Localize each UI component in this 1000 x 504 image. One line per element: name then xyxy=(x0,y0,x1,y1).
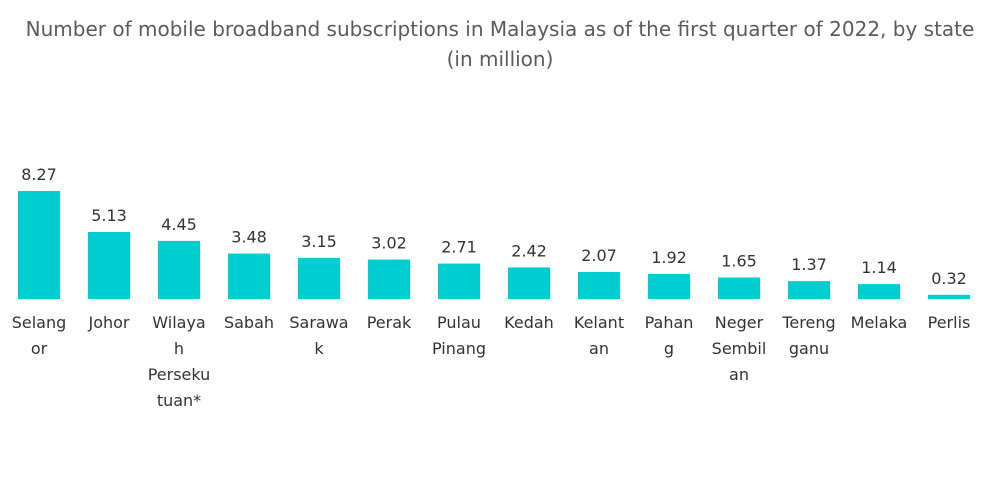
category-label: Melaka xyxy=(851,313,908,332)
category-label: Johor xyxy=(87,313,129,332)
bar xyxy=(858,284,900,299)
category-label: Neger Sembil an xyxy=(712,313,767,384)
data-label: 5.13 xyxy=(91,206,127,225)
data-label: 0.32 xyxy=(931,269,967,288)
bar xyxy=(648,273,690,299)
bar xyxy=(508,267,550,299)
data-label: 2.71 xyxy=(441,238,477,257)
category-label: Perlis xyxy=(928,313,971,332)
bar xyxy=(158,240,200,299)
bar xyxy=(788,281,830,299)
category-label: Sabah xyxy=(224,313,274,332)
bar xyxy=(88,232,130,299)
category-label: Kelant an xyxy=(574,313,624,358)
category-label: Kedah xyxy=(504,313,554,332)
bar xyxy=(368,259,410,299)
bar xyxy=(718,277,760,299)
data-label: 2.42 xyxy=(511,241,547,260)
data-label: 1.65 xyxy=(721,251,757,270)
bar xyxy=(298,257,340,299)
data-label: 3.48 xyxy=(231,228,267,247)
category-label: Selang or xyxy=(12,313,67,358)
category-label: Tereng ganu xyxy=(781,313,835,358)
data-label: 2.07 xyxy=(581,246,617,265)
category-label: Perak xyxy=(367,313,412,332)
category-label: Pulau Pinang xyxy=(432,313,486,358)
data-label: 4.45 xyxy=(161,215,197,234)
bar xyxy=(928,294,970,299)
bar xyxy=(18,191,60,299)
data-label: 1.92 xyxy=(651,248,687,267)
category-label: Sarawa k xyxy=(289,313,348,358)
category-label: Wilaya h Perseku tuan* xyxy=(148,313,211,410)
data-label: 3.02 xyxy=(371,234,407,253)
chart-title: Number of mobile broadband subscriptions… xyxy=(25,17,975,71)
data-label: 8.27 xyxy=(21,165,57,184)
bar xyxy=(228,253,270,299)
bar xyxy=(438,263,480,299)
data-label: 1.37 xyxy=(791,255,827,274)
bar xyxy=(578,271,620,299)
data-label: 1.14 xyxy=(861,258,897,277)
category-label: Pahan g xyxy=(645,313,694,358)
data-label: 3.15 xyxy=(301,232,337,251)
